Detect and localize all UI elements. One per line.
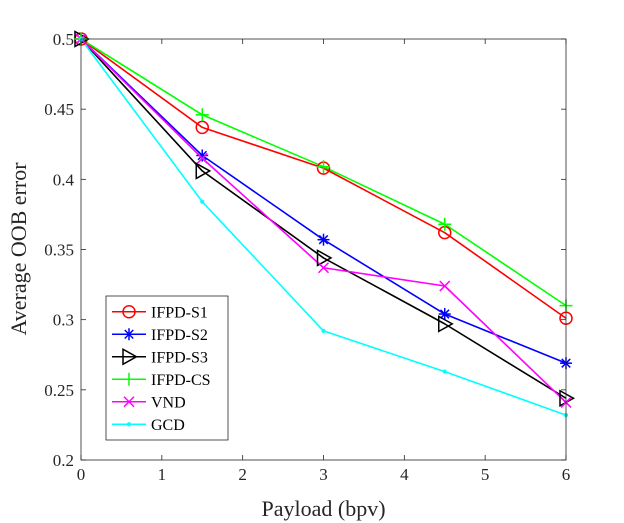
marker-circle — [195, 120, 209, 135]
legend-label-ifpd-s3: IFPD-S3 — [151, 349, 208, 366]
data-point-ifpd-s1 — [195, 120, 209, 135]
legend-marker-ifpd-s2 — [123, 328, 135, 341]
data-point-ifpd-cs — [438, 217, 452, 231]
x-tick-label: 4 — [400, 465, 409, 484]
marker-dot — [442, 369, 447, 374]
data-point-vnd — [439, 280, 451, 292]
data-point-ifpd-s2 — [317, 233, 330, 246]
marker-dot — [321, 328, 326, 333]
series-line-ifpd-s3 — [80, 38, 567, 399]
legend-marker-ifpd-cs — [122, 372, 136, 386]
marker-circle — [122, 305, 136, 319]
legend-label-ifpd-cs: IFPD-CS — [151, 372, 211, 389]
marker-dot — [200, 199, 205, 204]
legend-marker-ifpd-s1 — [122, 305, 136, 319]
legend-label-ifpd-s1: IFPD-S1 — [151, 304, 208, 321]
x-axis-label: Payload (bpv) — [261, 496, 385, 521]
plot-frame — [80, 38, 567, 461]
tick-labels: 0 1 2 3 4 5 6 0.2 0.25 0.3 0.35 0.4 0.45 0.5 — [44, 30, 570, 484]
data-point-gcd — [321, 328, 326, 333]
data-point-ifpd-s3 — [195, 162, 212, 180]
marker-triangle — [122, 347, 139, 366]
x-tick-label: 5 — [481, 465, 490, 484]
data-point-vnd — [196, 152, 208, 164]
data-point-gcd — [200, 199, 205, 204]
y-tick-label: 0.25 — [44, 381, 74, 400]
legend-box — [105, 295, 229, 441]
data-point-ifpd-s2 — [438, 308, 451, 321]
legend-marker-ifpd-s3 — [122, 347, 139, 366]
marker-triangle — [438, 315, 454, 333]
y-tick-label: 0.35 — [44, 241, 74, 260]
x-tick-label: 0 — [77, 465, 86, 484]
marker-triangle — [195, 162, 212, 180]
marker-stroke — [439, 280, 451, 292]
x-tick-label: 1 — [158, 465, 167, 484]
legend-label-gcd: GCD — [151, 417, 185, 434]
data-point-ifpd-cs — [195, 108, 209, 122]
marker-dot — [126, 422, 132, 427]
data-point-ifpd-cs — [317, 160, 330, 174]
y-tick-label: 0.2 — [53, 451, 74, 470]
legend-marker-gcd — [126, 422, 132, 427]
data-point-ifpd-s2 — [196, 149, 209, 162]
legend-label-vnd: VND — [151, 394, 186, 411]
marker-stroke — [317, 262, 330, 274]
marker-stroke — [123, 396, 135, 408]
x-tick-label: 2 — [238, 465, 247, 484]
data-point-vnd — [317, 262, 330, 274]
legend-marker-vnd — [123, 396, 135, 408]
data-point-gcd — [442, 369, 447, 374]
data-point-ifpd-s3 — [316, 249, 333, 267]
marker-triangle — [316, 249, 333, 267]
legend-label-ifpd-s2: IFPD-S2 — [151, 327, 208, 344]
data-point-ifpd-s3 — [438, 315, 454, 333]
x-tick-label: 6 — [562, 465, 571, 484]
x-tick-label: 3 — [319, 465, 328, 484]
marker-stroke — [318, 234, 329, 245]
marker-stroke — [196, 152, 208, 164]
y-tick-label: 0.3 — [53, 311, 74, 330]
marker-stroke — [197, 150, 208, 161]
marker-stroke — [124, 329, 134, 340]
y-tick-label: 0.5 — [53, 30, 74, 49]
marker-stroke — [439, 309, 450, 319]
y-tick-label: 0.45 — [44, 100, 74, 119]
y-axis-label: Average OOB error — [6, 162, 31, 336]
legend: IFPD-S1 IFPD-S2 IFPD-S3 IFPD-CS VND GCD — [105, 295, 229, 441]
y-tick-label: 0.4 — [53, 170, 75, 189]
